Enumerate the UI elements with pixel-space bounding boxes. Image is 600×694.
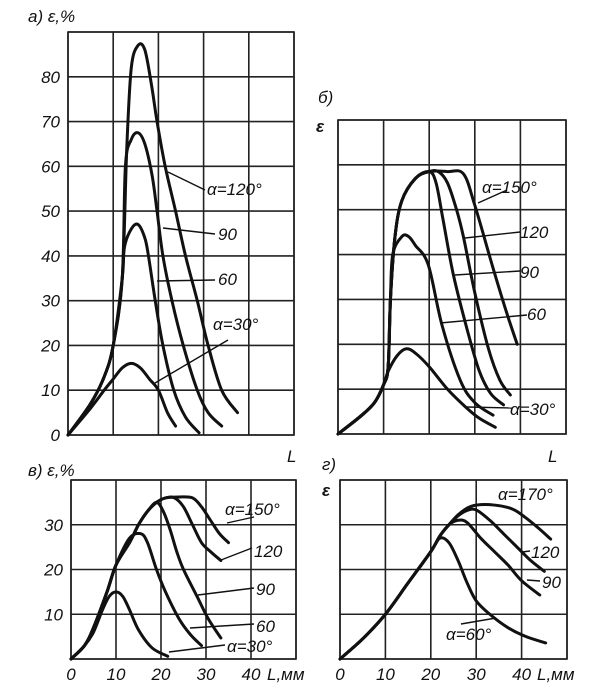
series-label: 60	[256, 617, 275, 636]
series-label: α=170°	[498, 485, 553, 504]
y-tick-label: 10	[41, 381, 60, 400]
series-label: 90	[520, 263, 539, 282]
y-axis-label: ε	[316, 117, 325, 136]
panel-title: в) ε,%	[28, 461, 75, 480]
x-tick-label: 40	[242, 665, 261, 684]
panel-title: а) ε,%	[28, 7, 75, 26]
y-tick-label: 30	[41, 292, 60, 311]
series-label: α=60°	[446, 625, 492, 644]
y-axis-label: ε	[322, 481, 331, 500]
series-label: 120	[520, 223, 549, 242]
leader-line	[521, 550, 531, 553]
x-tick-label: 10	[107, 665, 126, 684]
series-label: α=150°	[482, 178, 537, 197]
series-label: α=30°	[510, 400, 556, 419]
x-tick-label: 20	[420, 665, 440, 684]
x-tick-label: 30	[467, 665, 486, 684]
series-label: α=30°	[227, 637, 273, 656]
series-label: 90	[542, 573, 561, 592]
leader-line	[460, 617, 497, 625]
leader-line	[526, 579, 541, 582]
series-curve	[69, 500, 223, 661]
series-curve	[336, 169, 506, 436]
leader-line	[156, 279, 216, 282]
leader-line	[454, 270, 521, 276]
y-tick-label: 50	[41, 202, 60, 221]
x-axis-label: L,мм	[537, 665, 575, 684]
series-label: α=30°	[213, 315, 259, 334]
series-label: 90	[218, 225, 237, 244]
y-tick-label: 20	[40, 336, 60, 355]
y-tick-label: 20	[43, 561, 63, 580]
panel-title: г)	[322, 455, 336, 474]
leader-line	[162, 227, 216, 235]
leader-line	[466, 406, 513, 409]
series-curve	[66, 361, 178, 437]
series-label: 60	[218, 270, 237, 289]
series-label: 120	[531, 543, 560, 562]
y-tick-label: 80	[41, 68, 60, 87]
x-axis-label: L	[548, 447, 557, 466]
leader-line	[477, 189, 508, 204]
y-tick-label: 40	[41, 247, 60, 266]
leader-line	[154, 339, 229, 384]
series-curve	[69, 495, 230, 661]
series-label: 90	[256, 580, 275, 599]
y-tick-label: 10	[44, 605, 63, 624]
series-label: 120	[254, 542, 283, 561]
x-axis-label: L	[287, 447, 296, 466]
x-tick-label: 10	[376, 665, 395, 684]
x-tick-label: 20	[151, 665, 171, 684]
series-curve	[336, 347, 497, 436]
series-label: α=120°	[207, 180, 262, 199]
plot-frame	[67, 31, 295, 436]
leader-line	[220, 547, 253, 561]
y-tick-label: 30	[44, 516, 63, 535]
series-curve	[69, 531, 203, 661]
plot-frame	[339, 479, 568, 660]
y-tick-label: 0	[51, 426, 61, 445]
series-curve	[338, 536, 548, 661]
series-label: α=150°	[225, 500, 280, 519]
series-curve	[69, 590, 170, 661]
leader-line	[197, 587, 255, 596]
leader-line	[439, 314, 528, 324]
leader-line	[167, 171, 206, 191]
y-tick-label: 70	[41, 113, 60, 132]
leader-line	[168, 644, 226, 653]
series-curve	[66, 222, 201, 437]
plot-frame	[70, 479, 297, 660]
leader-line	[189, 623, 255, 629]
leader-line	[226, 516, 255, 524]
series-curve	[66, 42, 239, 437]
x-tick-label: 30	[197, 665, 216, 684]
x-axis-label: L,мм	[267, 665, 305, 684]
y-tick-label: 60	[41, 157, 60, 176]
plot-frame	[337, 119, 567, 435]
leader-line	[464, 231, 521, 239]
x-tick-label: 0	[335, 665, 345, 684]
panel-title: б)	[318, 88, 333, 107]
x-tick-label: 40	[512, 665, 531, 684]
series-label: 60	[527, 305, 546, 324]
x-tick-label: 0	[66, 665, 76, 684]
